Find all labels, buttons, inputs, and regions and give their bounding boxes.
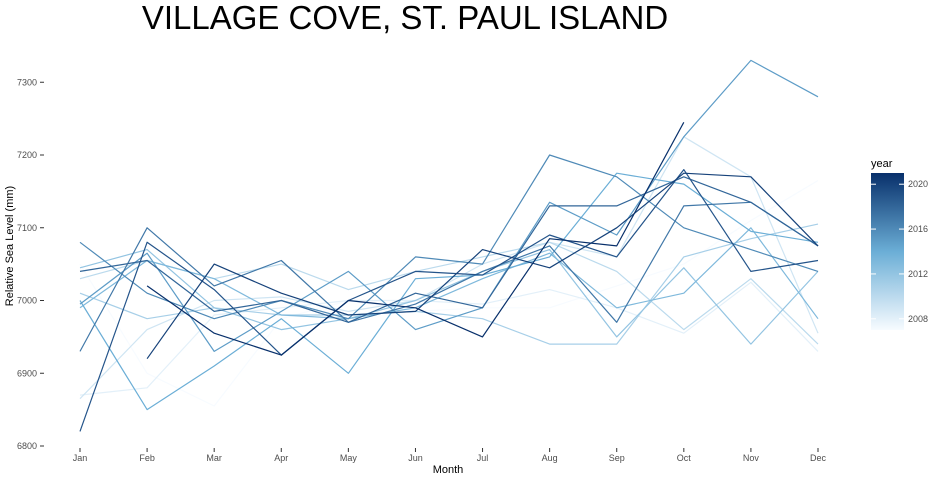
y-tick-label: 7100 [17,223,37,233]
series-line-2012 [79,249,819,345]
series-line-2021 [146,122,685,356]
y-tick-label: 6900 [17,368,37,378]
chart-title: VILLAGE COVE, ST. PAUL ISLAND [142,0,668,36]
series-line-2008 [79,281,819,396]
y-tick-label: 6800 [17,441,37,451]
y-tick-label: 7200 [17,150,37,160]
x-axis: Jan Feb Mar Apr May Jun Jul Aug Sep Oct Nov Dec [73,448,827,463]
series-line-2020 [146,172,819,360]
x-tick-label: Oct [677,453,692,463]
series-line-2007 [79,179,819,407]
legend: year 2008 2012 2016 2020 [871,158,928,330]
x-tick-label: Dec [810,453,827,463]
series-line-2017 [79,201,819,352]
x-tick-label: Mar [206,453,222,463]
legend-tick-label: 2012 [908,269,928,279]
x-tick-label: Feb [139,453,155,463]
series-line-2019 [79,169,819,432]
series-line-2014 [79,172,819,411]
series-line-2018 [79,176,819,323]
y-tick-label: 7300 [17,77,37,87]
x-axis-title: Month [433,464,464,476]
x-tick-label: Jul [477,453,489,463]
x-tick-label: Jan [73,453,88,463]
legend-colorbar [871,173,904,330]
series-line-2015 [79,59,819,352]
y-tick-label: 7000 [17,296,37,306]
series-line-2011 [79,223,819,345]
x-tick-label: Nov [743,453,760,463]
x-tick-label: May [340,453,358,463]
legend-tick-label: 2020 [908,179,928,189]
x-tick-label: Sep [609,453,625,463]
x-tick-label: Aug [542,453,558,463]
series-line-2009 [79,136,819,400]
legend-tick-label: 2008 [908,314,928,324]
legend-tick-label: 2016 [908,224,928,234]
x-tick-label: Apr [274,453,288,463]
y-axis-title: Relative Sea Level (mm) [4,186,16,306]
x-tick-label: Jun [408,453,423,463]
y-axis: 6800 6900 7000 7100 7200 7300 [17,77,44,451]
series-lines [79,59,819,432]
legend-title: year [871,158,893,170]
legend-ticks: 2008 2012 2016 2020 [871,179,928,324]
series-line-2016 [79,154,819,320]
